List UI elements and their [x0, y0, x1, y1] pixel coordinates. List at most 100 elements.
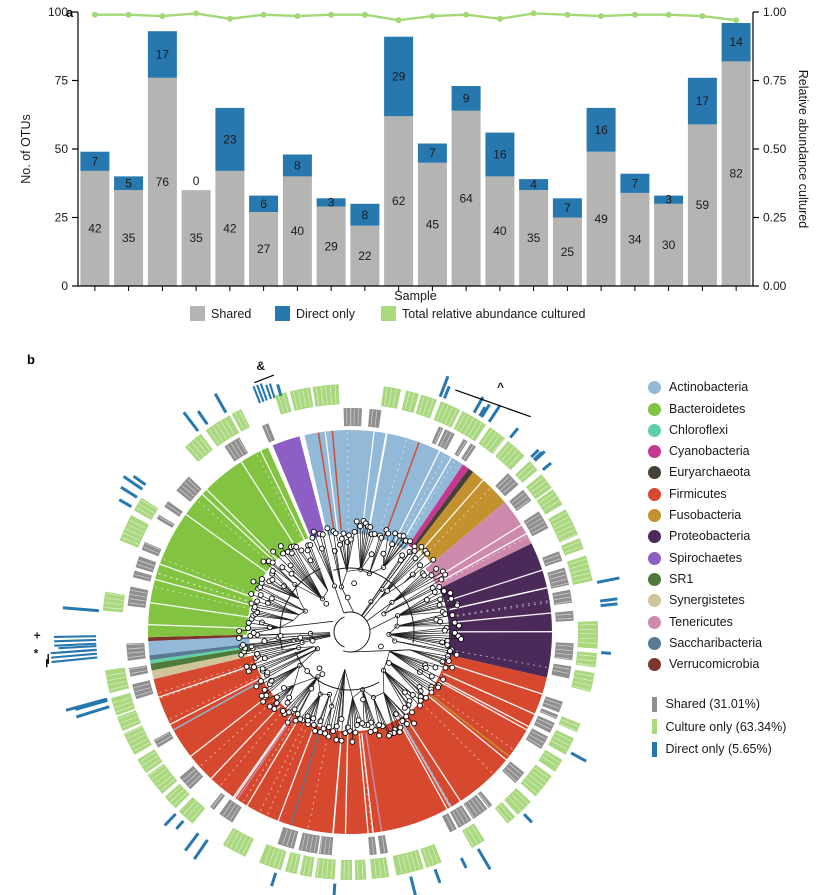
abundance-point	[598, 13, 605, 20]
phylum-color-dot	[648, 445, 661, 459]
phylum-color-dot	[648, 551, 661, 565]
phyla-legend-item-proteobacteria: Proteobacteria	[648, 530, 762, 544]
category-label: Culture only (63.34%)	[665, 719, 787, 734]
bar-direct	[620, 173, 650, 193]
phylum-label: Bacteroidetes	[669, 401, 746, 416]
shared-count-label: 29	[324, 239, 338, 253]
bar-shared	[350, 225, 380, 286]
phylum-label: Proteobacteria	[669, 529, 751, 544]
phylum-label: Saccharibacteria	[669, 635, 763, 650]
panel-a-label: a	[66, 5, 74, 20]
bar-shared	[654, 203, 684, 286]
direct-count-label: 3	[328, 195, 335, 209]
bar-direct	[350, 203, 380, 226]
direct-count-label: 3	[665, 193, 672, 207]
abundance-point	[361, 11, 368, 18]
legend-swatch	[381, 306, 396, 321]
bar-shared	[215, 170, 245, 286]
category-label: Direct only (5.65%)	[665, 742, 772, 756]
legend-swatch	[275, 306, 290, 321]
phyla-legend-item-chloroflexi: Chloroflexi	[648, 423, 762, 438]
phylum-label: Synergistetes	[669, 593, 745, 608]
circular-phylogenetic-tree: & ^ * +	[34, 359, 620, 895]
direct-count-label: 8	[294, 158, 301, 172]
culture-only-tick-ring	[102, 384, 598, 881]
legend-label: Direct only	[296, 307, 356, 321]
legend-label: Shared	[211, 307, 251, 321]
y-left-tick-label: 50	[55, 142, 69, 156]
tree-group	[235, 517, 465, 745]
bar-direct	[552, 198, 582, 218]
shared-count-label: 59	[696, 198, 710, 212]
shared-tick-ring	[126, 407, 574, 856]
phylum-color-dot	[648, 594, 661, 608]
abundance-point	[496, 15, 503, 22]
phylum-color-dot	[648, 658, 661, 672]
direct-count-label: 9	[463, 91, 470, 105]
abundance-point	[294, 13, 301, 20]
y-right-tick-label: 0.75	[763, 74, 787, 88]
phylum-color-dot	[648, 530, 661, 544]
bars-group	[80, 23, 751, 286]
y-right-tick-label: 0.00	[763, 279, 787, 293]
direct-count-label: 7	[564, 201, 571, 215]
phylum-sector-ring	[148, 430, 552, 834]
sector-sr1	[150, 647, 251, 671]
y-right-tick-label: 0.50	[763, 142, 787, 156]
star-annotation: *	[34, 646, 39, 660]
bar-shared	[485, 176, 515, 286]
shared-count-label: 40	[493, 224, 507, 238]
phylum-label: Tenericutes	[669, 614, 733, 629]
bar-shared	[586, 151, 616, 286]
bar-direct	[316, 198, 346, 207]
phyla-legend-item-spirochaetes: Spirochaetes	[648, 551, 762, 565]
y-left-axis-title: No. of OTUs	[19, 114, 33, 183]
phylum-color-dot	[648, 381, 661, 395]
phylum-color-dot	[648, 636, 661, 650]
shared-count-label: 42	[223, 221, 237, 235]
bar-shared	[80, 170, 110, 286]
phylum-label: Cyanobacteria	[669, 444, 750, 459]
shared-count-label: 27	[257, 242, 271, 256]
direct-count-label: 14	[729, 35, 743, 49]
bar-legend-group: Shared Direct only Total relative abundanc…	[190, 306, 586, 321]
shared-count-label: 64	[459, 191, 473, 205]
category-color-swatch	[652, 696, 657, 712]
bar-shared	[316, 206, 346, 286]
bar-direct	[485, 132, 515, 177]
y-right-tick-label: 0.25	[763, 211, 787, 225]
abundance-point	[125, 11, 132, 18]
abundance-point	[530, 10, 537, 17]
direct-count-label: 17	[696, 94, 710, 108]
shared-count-label: 40	[291, 224, 305, 238]
category-color-swatch	[652, 741, 657, 757]
sector-verrucomicrobia	[148, 634, 244, 642]
caret-annotation: ^	[497, 380, 504, 394]
shared-count-label: 30	[662, 238, 676, 252]
shared-count-label: 42	[88, 221, 102, 235]
amp-annotation: &	[256, 359, 265, 373]
phyla-legend-item-sr1: SR1	[648, 572, 762, 587]
bar-direct	[519, 179, 549, 191]
sector-bacteroidetes	[148, 447, 309, 638]
sector-spirochaetes	[272, 436, 325, 540]
y-left-tick-label: 100	[48, 5, 68, 19]
bar-direct	[586, 107, 616, 152]
abundance-point	[564, 11, 571, 18]
phylum-label: Spirochaetes	[669, 550, 742, 565]
direct-only-tick-ring	[50, 375, 620, 895]
panel-b-label: b	[27, 352, 35, 367]
category-legend-item: Shared (31.01%)	[652, 696, 786, 712]
sector-synergistetes	[151, 652, 248, 680]
category-color-swatch	[652, 719, 657, 734]
phyla-legend-item-firmicutes: Firmicutes	[648, 487, 762, 501]
bar-direct	[721, 23, 751, 62]
bar-direct	[215, 107, 245, 171]
direct-count-label: 7	[632, 176, 639, 190]
direct-count-label: 16	[594, 123, 608, 137]
phylum-label: Actinobacteria	[669, 380, 749, 395]
bar-shared	[620, 192, 650, 286]
bar-shared	[114, 190, 144, 286]
phylum-color-dot	[648, 509, 661, 523]
sector-euryarchaeota	[412, 468, 474, 548]
